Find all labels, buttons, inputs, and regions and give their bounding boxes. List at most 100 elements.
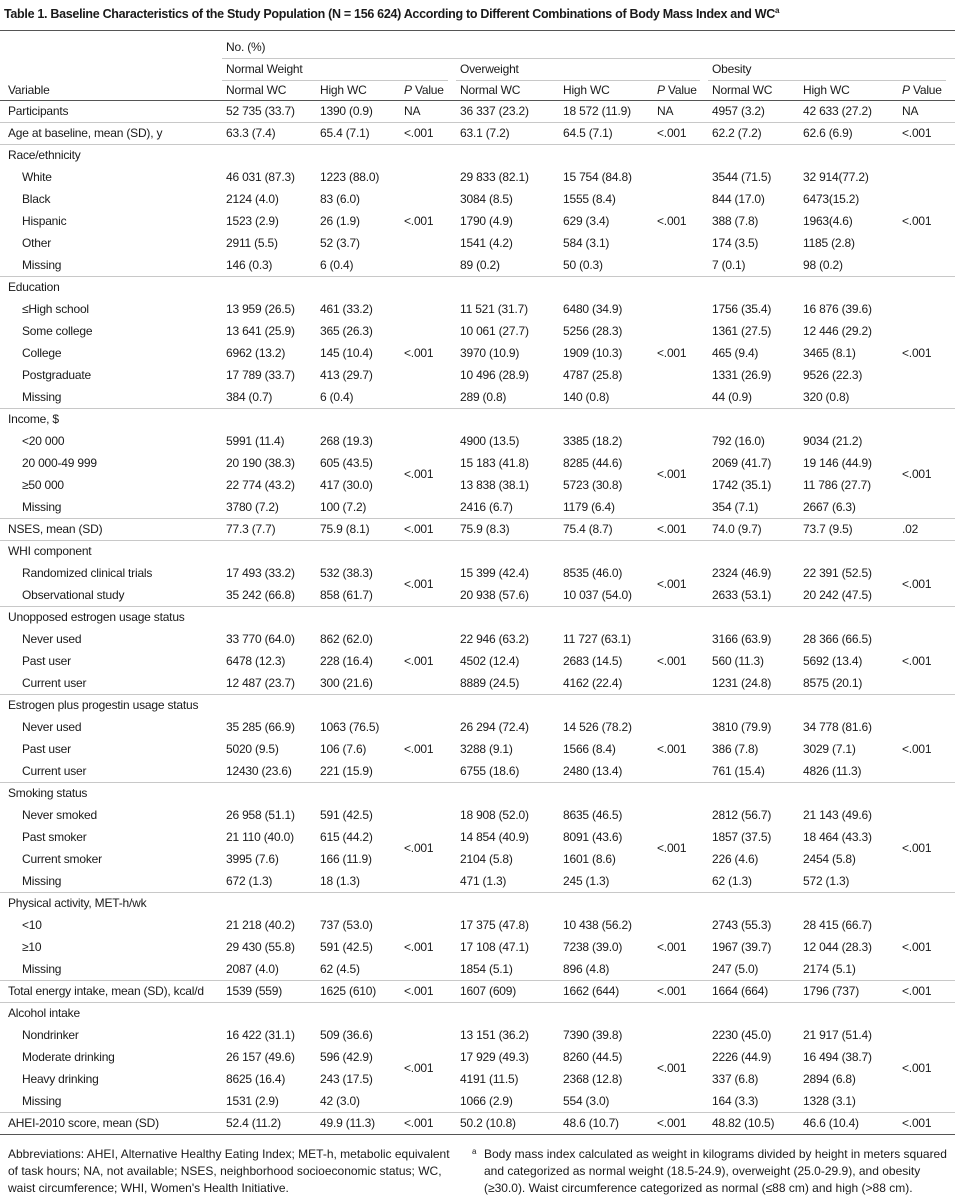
cell: 21 917 (51.4) — [803, 1028, 872, 1042]
row-label: WHI component — [8, 544, 92, 558]
cell: 89 (0.2) — [460, 258, 500, 272]
cell: 3544 (71.5) — [712, 170, 772, 184]
cell: 3288 (9.1) — [460, 742, 513, 756]
row-rule — [0, 892, 955, 893]
cell: 2667 (6.3) — [803, 500, 856, 514]
cell: 3385 (18.2) — [563, 434, 623, 448]
cell: 1742 (35.1) — [712, 478, 772, 492]
group-rule — [222, 80, 448, 81]
cell: 8091 (43.6) — [563, 830, 623, 844]
title-rule — [0, 30, 955, 31]
cell: 413 (29.7) — [320, 368, 373, 382]
cell: 26 958 (51.1) — [226, 808, 295, 822]
cell: 465 (9.4) — [712, 346, 759, 360]
cell: 1967 (39.7) — [712, 940, 772, 954]
cell: 48.82 (10.5) — [712, 1116, 775, 1130]
cell: 16 494 (38.7) — [803, 1050, 872, 1064]
cell: 18 908 (52.0) — [460, 808, 529, 822]
p-value: <.001 — [657, 841, 687, 855]
group-rule — [708, 80, 946, 81]
cell: 20 190 (38.3) — [226, 456, 295, 470]
sub-row-label: College — [22, 346, 62, 360]
cell: 1523 (2.9) — [226, 214, 279, 228]
column-header: High WC — [563, 83, 610, 97]
cell: 18 (1.3) — [320, 874, 360, 888]
cell: 36 337 (23.2) — [460, 104, 529, 118]
cell: 1601 (8.6) — [563, 852, 616, 866]
cell: 20 242 (47.5) — [803, 588, 872, 602]
cell: 2743 (55.3) — [712, 918, 772, 932]
cell: 75.4 (8.7) — [563, 522, 613, 536]
cell: 6473(15.2) — [803, 192, 860, 206]
cell: 1909 (10.3) — [563, 346, 623, 360]
cell: 17 108 (47.1) — [460, 940, 529, 954]
column-header: Normal WC — [226, 83, 287, 97]
cell: 35 285 (66.9) — [226, 720, 295, 734]
cell: 42 633 (27.2) — [803, 104, 872, 118]
cell: 19 146 (44.9) — [803, 456, 872, 470]
sub-row-label: Nondrinker — [22, 1028, 79, 1042]
cell: 1566 (8.4) — [563, 742, 616, 756]
p-value: <.001 — [902, 214, 932, 228]
cell: 21 143 (49.6) — [803, 808, 872, 822]
cell: 14 854 (40.9) — [460, 830, 529, 844]
cell: 52 735 (33.7) — [226, 104, 295, 118]
p-value: <.001 — [902, 984, 932, 998]
group-header: Overweight — [460, 62, 519, 76]
cell: 9034 (21.2) — [803, 434, 863, 448]
sub-row-label: Never used — [22, 632, 82, 646]
sub-row-label: Past user — [22, 742, 71, 756]
sub-row-label: ≤High school — [22, 302, 89, 316]
sub-row-label: Current user — [22, 676, 87, 690]
cell: 26 294 (72.4) — [460, 720, 529, 734]
p-value: <.001 — [902, 467, 932, 481]
cell: 46.6 (10.4) — [803, 1116, 859, 1130]
p-value: <.001 — [657, 214, 687, 228]
row-label: AHEI-2010 score, mean (SD) — [8, 1116, 159, 1130]
cell: 8285 (44.6) — [563, 456, 623, 470]
p-value: <.001 — [657, 346, 687, 360]
cell: 1555 (8.4) — [563, 192, 616, 206]
cell: 50 (0.3) — [563, 258, 603, 272]
sub-row-label: Never used — [22, 720, 82, 734]
cell: 17 375 (47.8) — [460, 918, 529, 932]
p-value: <.001 — [902, 577, 932, 591]
row-rule — [0, 408, 955, 409]
cell: 1531 (2.9) — [226, 1094, 279, 1108]
sub-row-label: Black — [22, 192, 51, 206]
cell: 584 (3.1) — [563, 236, 610, 250]
p-italic: P — [902, 83, 910, 97]
p-value: <.001 — [902, 126, 932, 140]
cell: 12430 (23.6) — [226, 764, 292, 778]
sub-row-label: ≥50 000 — [22, 478, 64, 492]
cell: 386 (7.8) — [712, 742, 759, 756]
cell: 22 774 (43.2) — [226, 478, 295, 492]
row-label: Age at baseline, mean (SD), y — [8, 126, 163, 140]
p-value: <.001 — [404, 346, 434, 360]
cell: 2226 (44.9) — [712, 1050, 772, 1064]
cell: 21 218 (40.2) — [226, 918, 295, 932]
p-value: <.001 — [404, 1116, 434, 1130]
cell: 761 (15.4) — [712, 764, 765, 778]
row-label: Alcohol intake — [8, 1006, 80, 1020]
cell: 15 183 (41.8) — [460, 456, 529, 470]
cell: 591 (42.5) — [320, 808, 373, 822]
cell: 388 (7.8) — [712, 214, 759, 228]
variable-header: Variable — [8, 83, 50, 97]
p-value: <.001 — [404, 940, 434, 954]
cell: 5991 (11.4) — [226, 434, 285, 448]
footnote-text: Body mass index calculated as weight in … — [484, 1147, 947, 1195]
cell: 11 521 (31.7) — [460, 302, 528, 316]
cell: 13 959 (26.5) — [226, 302, 295, 316]
row-label: Estrogen plus progestin usage status — [8, 698, 199, 712]
cell: 10 037 (54.0) — [563, 588, 632, 602]
cell: 3995 (7.6) — [226, 852, 279, 866]
cell: 1854 (5.1) — [460, 962, 513, 976]
row-rule — [0, 1134, 955, 1135]
cell: 3084 (8.5) — [460, 192, 513, 206]
cell: 572 (1.3) — [803, 874, 850, 888]
cell: 1063 (76.5) — [320, 720, 380, 734]
cell: 22 391 (52.5) — [803, 566, 872, 580]
cell: 672 (1.3) — [226, 874, 273, 888]
row-rule — [0, 980, 955, 981]
